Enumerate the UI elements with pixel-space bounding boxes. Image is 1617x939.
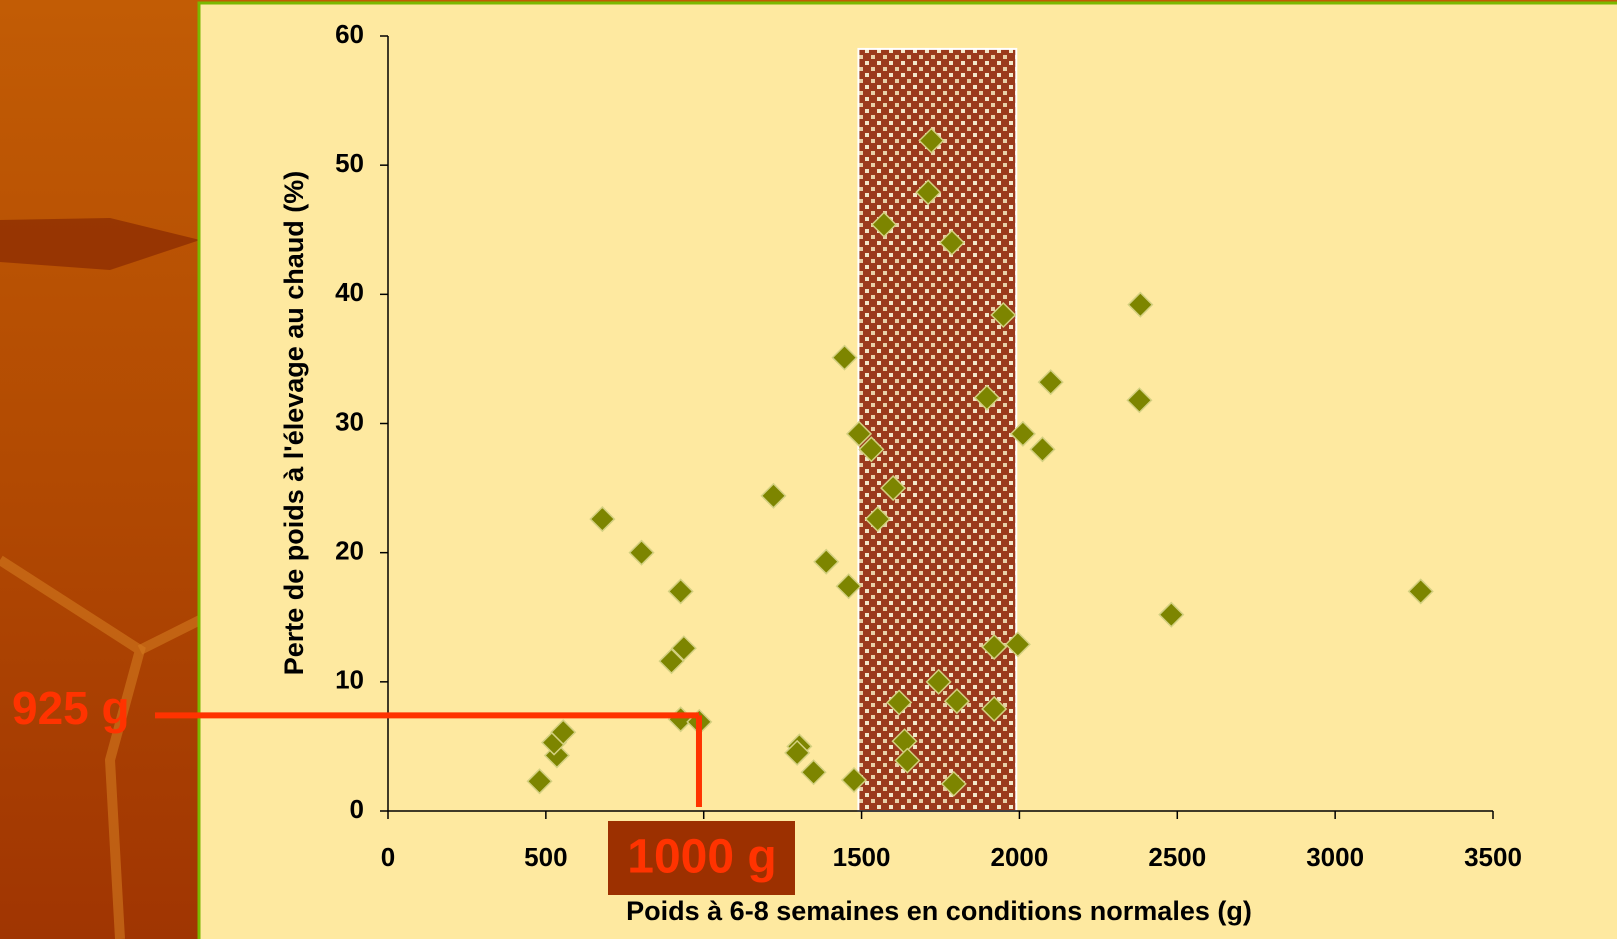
data-point <box>1407 578 1434 605</box>
data-point <box>940 770 967 797</box>
x-axis-title: Poids à 6-8 semaines en conditions norma… <box>626 896 1252 926</box>
data-point <box>1158 601 1185 628</box>
x-tick-label: 0 <box>381 842 395 872</box>
decoration <box>137 615 203 655</box>
x-tick-label: 2000 <box>991 842 1049 872</box>
data-point <box>670 635 697 662</box>
data-point <box>550 719 577 746</box>
data-point <box>925 668 952 695</box>
data-point <box>973 384 1000 411</box>
data-point <box>1127 291 1154 318</box>
data-point <box>918 127 945 154</box>
decoration <box>0 555 146 939</box>
data-point <box>835 573 862 600</box>
highlight-band <box>857 47 1018 812</box>
data-point <box>1029 436 1056 463</box>
data-point <box>981 695 1008 723</box>
y-tick-label: 40 <box>335 277 364 307</box>
annotation-box <box>608 821 795 895</box>
x-tick-label: 1500 <box>833 842 891 872</box>
data-point <box>938 229 965 256</box>
data-point <box>870 211 898 238</box>
data-point <box>990 301 1017 329</box>
data-point <box>1004 631 1031 658</box>
y-tick-label: 10 <box>335 665 364 695</box>
y-tick-label: 60 <box>335 19 364 49</box>
data-point <box>858 436 885 463</box>
annotation: 925 g <box>12 682 130 734</box>
data-point <box>526 768 553 795</box>
data-point <box>628 539 655 566</box>
data-point <box>886 689 913 716</box>
data-point <box>658 648 685 675</box>
y-tick-label: 50 <box>335 148 364 178</box>
data-point <box>784 739 811 766</box>
decoration <box>0 218 200 270</box>
x-tick-label: 500 <box>524 842 567 872</box>
data-point <box>831 344 858 371</box>
data-point <box>1126 387 1153 414</box>
data-point <box>1037 369 1064 396</box>
data-point <box>864 506 891 533</box>
data-point <box>981 633 1008 661</box>
y-axis-title: Perte de poids à l'élevage au chaud (%) <box>279 171 309 676</box>
annotation: 1000 g <box>627 831 776 884</box>
y-tick-label: 20 <box>335 536 364 566</box>
data-point <box>915 179 942 206</box>
y-tick-label: 30 <box>335 406 364 436</box>
x-tick-label: 3500 <box>1464 842 1522 872</box>
data-point <box>943 688 970 715</box>
data-point <box>845 420 873 447</box>
x-tick-label: 3000 <box>1306 842 1364 872</box>
data-point <box>813 548 840 575</box>
data-point <box>1009 420 1036 447</box>
data-point <box>894 747 921 774</box>
data-point <box>667 578 694 605</box>
y-tick-label: 0 <box>350 794 364 824</box>
data-point <box>840 766 868 794</box>
plot <box>380 35 1494 819</box>
data-point <box>589 506 616 533</box>
x-tick-label: 2500 <box>1148 842 1206 872</box>
data-point <box>880 475 907 502</box>
data-point <box>760 482 787 509</box>
data-point <box>800 759 827 786</box>
